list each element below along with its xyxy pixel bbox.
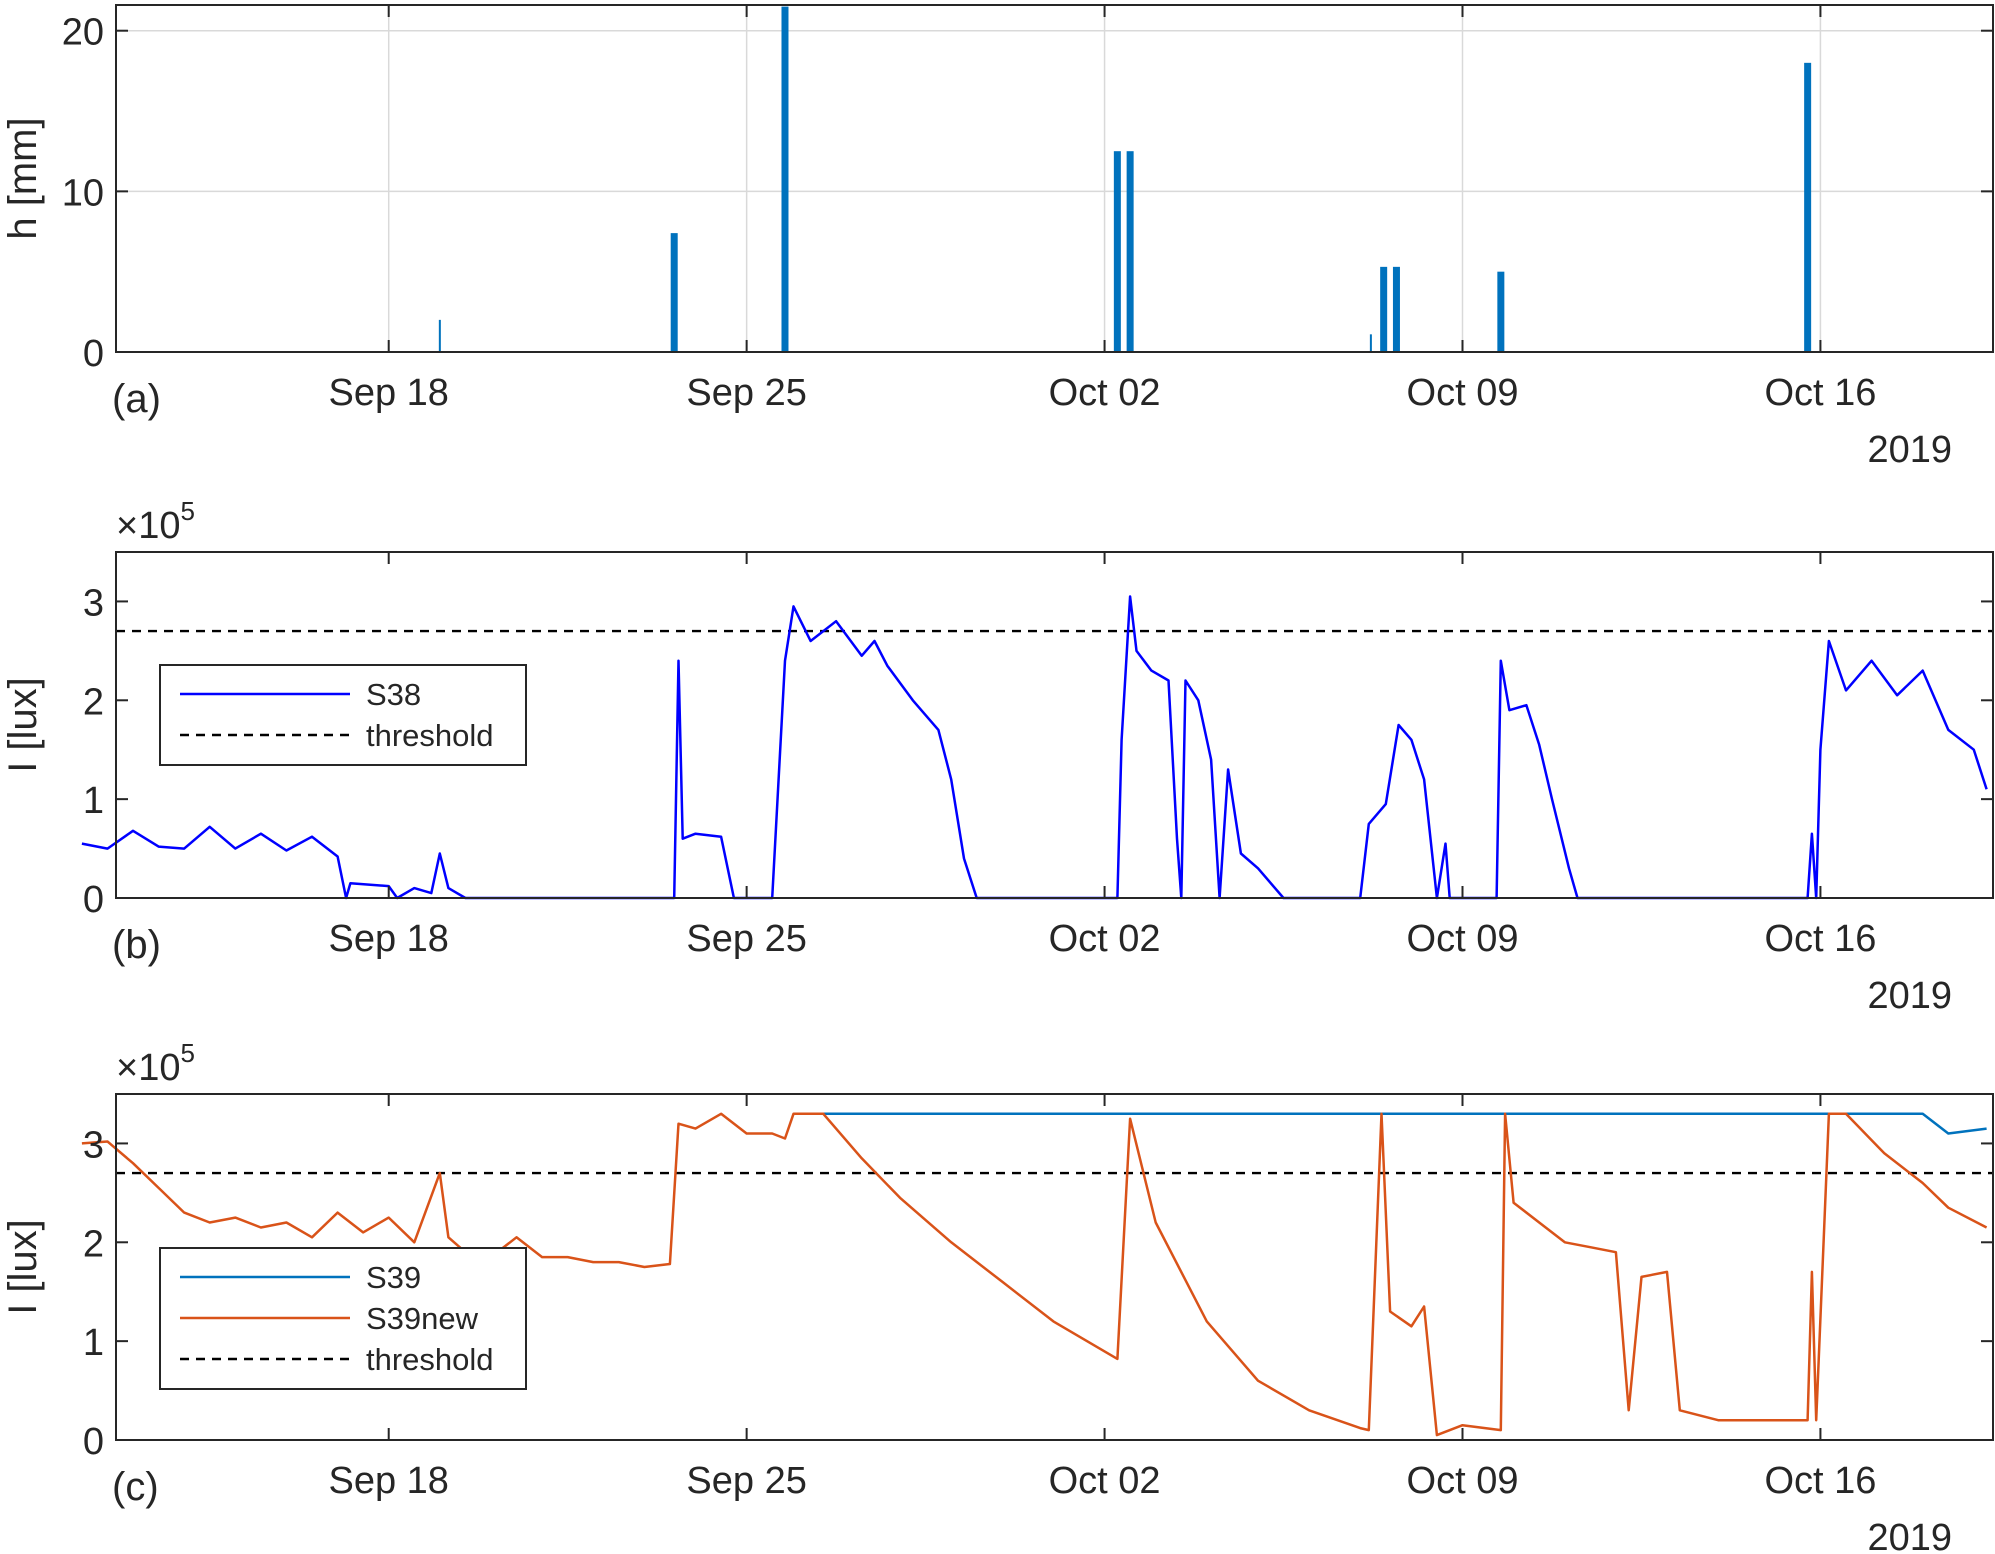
y-tick-label: 3 — [83, 582, 104, 624]
x-tick-label: Oct 02 — [1049, 918, 1161, 960]
x-tick-label: Sep 18 — [328, 372, 448, 414]
legend: S39 S39new threshold — [159, 1247, 527, 1390]
bar — [781, 6, 789, 353]
bar — [438, 319, 441, 352]
bar — [670, 233, 678, 352]
legend-label: S39new — [366, 1301, 479, 1336]
bar — [1126, 151, 1134, 352]
y-multiplier: ×105 — [116, 496, 195, 547]
legend-label: S38 — [366, 677, 421, 712]
panel-b-illuminance-s38: Sep 18 Sep 25 Oct 02 Oct 09 Oct 16 2019 0 1 2 3 I … — [1, 496, 1994, 1017]
axes-box — [115, 551, 1994, 899]
bar — [1380, 266, 1388, 352]
bar — [1369, 334, 1372, 352]
series-line-s39new — [81, 1112, 1988, 1437]
x-tick-label: Sep 18 — [328, 1460, 448, 1502]
x-tick-label: Oct 16 — [1764, 918, 1876, 960]
y-axis-label: I [lux] — [1, 1219, 45, 1315]
x-year-label: 2019 — [1867, 1517, 1952, 1554]
legend-label: S39 — [366, 1260, 421, 1295]
bar — [1804, 62, 1812, 352]
panel-label: (c) — [112, 1465, 159, 1509]
y-tick-label: 10 — [62, 172, 104, 214]
y-tick-label: 3 — [83, 1124, 104, 1166]
x-year-label: 2019 — [1867, 429, 1952, 471]
x-tick-label: Oct 09 — [1407, 372, 1519, 414]
y-tick-label: 1 — [83, 780, 104, 822]
x-tick-label: Oct 09 — [1407, 918, 1519, 960]
series-line-s38 — [81, 595, 1988, 900]
panel-c-illuminance-s39: Sep 18 Sep 25 Oct 02 Oct 09 Oct 16 2019 0 1 2 3 I … — [1, 1038, 1994, 1554]
x-tick-label: Sep 18 — [328, 918, 448, 960]
bar — [1113, 151, 1121, 352]
legend-label: threshold — [366, 1342, 494, 1377]
legend-label: threshold — [366, 718, 494, 753]
x-tick-label: Sep 25 — [686, 372, 806, 414]
y-axis-label: I [lux] — [1, 677, 45, 773]
y-axis-label: h [mm] — [1, 117, 45, 239]
bar — [1497, 271, 1505, 352]
legend-box — [159, 664, 527, 766]
y-multiplier: ×105 — [116, 1038, 195, 1089]
legend: S38 threshold — [159, 664, 527, 766]
y-tick-label: 2 — [83, 1223, 104, 1265]
y-tick-label: 1 — [83, 1322, 104, 1364]
plot-area — [116, 5, 1993, 352]
panel-a-rainfall: Sep 18 Sep 25 Oct 02 Oct 09 Oct 16 2019 0 10 20 h… — [1, 4, 1994, 471]
bar — [1392, 266, 1400, 352]
x-tick-label: Sep 25 — [686, 1460, 806, 1502]
y-tick-label: 0 — [83, 333, 104, 375]
axes-box — [115, 1093, 1994, 1441]
y-tick-label: 2 — [83, 681, 104, 723]
panel-label: (a) — [112, 377, 161, 421]
x-tick-label: Oct 09 — [1407, 1460, 1519, 1502]
panel-label: (b) — [112, 923, 161, 967]
axes-box — [115, 4, 1994, 353]
x-tick-label: Oct 16 — [1764, 372, 1876, 414]
y-tick-label: 20 — [62, 12, 104, 54]
x-year-label: 2019 — [1867, 975, 1952, 1017]
y-tick-label: 0 — [83, 879, 104, 921]
series-line-s39 — [797, 1112, 1987, 1135]
y-tick-label: 0 — [83, 1421, 104, 1463]
x-tick-label: Oct 02 — [1049, 372, 1161, 414]
x-tick-label: Oct 16 — [1764, 1460, 1876, 1502]
x-tick-label: Sep 25 — [686, 918, 806, 960]
x-tick-label: Oct 02 — [1049, 1460, 1161, 1502]
